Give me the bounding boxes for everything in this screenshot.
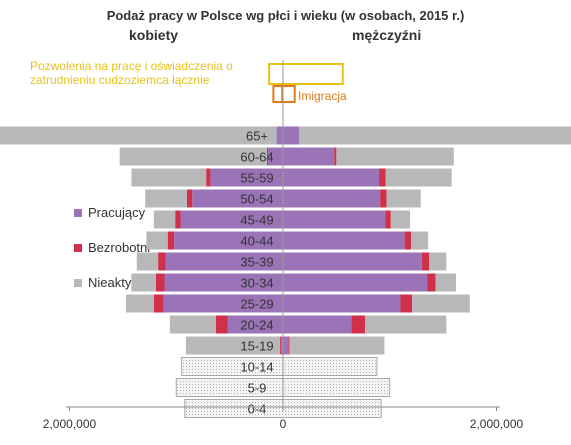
legend-label-unemployed: Bezrobotni [88, 240, 151, 255]
bar-male-employed-60-64 [283, 147, 335, 166]
bar-male-unemployed-45-49 [385, 210, 391, 229]
bar-male-unemployed-60-64 [334, 147, 337, 166]
bar-male-inactive-55-59 [385, 168, 452, 187]
bar-female-employed-50-54 [192, 189, 283, 208]
category-label-65-: 65+ [246, 129, 268, 144]
legend-item-employed: Pracujący [74, 205, 145, 220]
bar-male-employed-65- [283, 126, 300, 145]
bar-female-unemployed-15-19 [279, 336, 281, 355]
bar-female-unemployed-60-64 [266, 147, 269, 166]
bar-female-inactive-50-54 [145, 189, 187, 208]
male-side-label: mężczyźni [352, 27, 422, 43]
bar-male-unemployed-50-54 [380, 189, 387, 208]
bar-male-unemployed-25-29 [400, 294, 413, 313]
bar-male-unemployed-30-34 [427, 273, 436, 292]
category-label-50-54: 50-54 [240, 192, 273, 207]
category-label-20-24: 20-24 [240, 318, 273, 333]
x-tick-label-2: 0 [280, 417, 287, 431]
bar-male-employed-40-44 [283, 231, 405, 250]
x-tick-label-3: 2,000,000 [470, 417, 524, 431]
bar-male-inactive-30-34 [435, 273, 456, 292]
bar-male-unemployed-20-24 [351, 315, 366, 334]
category-label-5-9: 5-9 [248, 381, 267, 396]
bar-male-employed-50-54 [283, 189, 381, 208]
x-tick-label-1: 2,000,000 [43, 417, 97, 431]
bar-female-employed-65- [276, 126, 283, 145]
bar-male-employed-55-59 [283, 168, 380, 187]
bar-male-employed-20-24 [283, 315, 352, 334]
bar-female-employed-15-19 [280, 336, 283, 355]
bar-female-inactive-25-29 [126, 294, 154, 313]
bar-male-employed-30-34 [283, 273, 428, 292]
bar-male-employed-35-39 [283, 252, 422, 271]
bar-male-unemployed-15-19 [288, 336, 290, 355]
bar-male-unemployed-35-39 [421, 252, 430, 271]
bar-female-inactive-55-59 [131, 168, 207, 187]
bar-male-inactive-20-24 [365, 315, 447, 334]
bar-male-inactive-35-39 [429, 252, 447, 271]
bar-male-unemployed-40-44 [404, 231, 412, 250]
bar-male-inactive-15-19 [289, 336, 385, 355]
bar-female-unemployed-35-39 [158, 252, 166, 271]
bar-female-unemployed-55-59 [206, 168, 211, 187]
bar-female-unemployed-30-34 [155, 273, 165, 292]
category-label-35-39: 35-39 [240, 255, 273, 270]
permits-annotation-label: Pozwolenia na pracę i oświadczenia o zat… [30, 59, 233, 87]
bar-female-inactive-40-44 [146, 231, 168, 250]
bar-male-inactive-60-64 [336, 147, 454, 166]
bar-female-inactive-45-49 [153, 210, 176, 229]
bar-male-employed-15-19 [283, 336, 289, 355]
category-label-15-19: 15-19 [240, 339, 273, 354]
bar-female-employed-55-59 [210, 168, 283, 187]
category-label-60-64: 60-64 [240, 150, 273, 165]
bar-female-unemployed-20-24 [215, 315, 228, 334]
bar-children-10-14 [181, 357, 378, 376]
bar-male-inactive-50-54 [386, 189, 421, 208]
bar-female-inactive-35-39 [136, 252, 159, 271]
legend-swatch-unemployed [74, 243, 82, 252]
category-label-30-34: 30-34 [240, 276, 273, 291]
bar-female-inactive-60-64 [119, 147, 267, 166]
bar-female-unemployed-45-49 [175, 210, 181, 229]
bar-female-inactive-20-24 [169, 315, 216, 334]
bar-female-employed-35-39 [165, 252, 283, 271]
category-label-0-4: 0-4 [248, 402, 267, 417]
bar-male-inactive-45-49 [390, 210, 411, 229]
bar-female-inactive-30-34 [131, 273, 156, 292]
immigration-annotation-box [272, 85, 296, 103]
immigration-annotation-label: Imigracja [298, 89, 347, 103]
category-label-55-59: 55-59 [240, 171, 273, 186]
bar-male-inactive-25-29 [412, 294, 470, 313]
female-side-label: kobiety [129, 27, 179, 43]
category-label-10-14: 10-14 [240, 360, 273, 375]
bar-male-employed-25-29 [283, 294, 401, 313]
bar-female-employed-40-44 [174, 231, 283, 250]
bar-female-unemployed-25-29 [153, 294, 164, 313]
bar-male-inactive-40-44 [411, 231, 429, 250]
legend-item-unemployed: Bezrobotni [74, 240, 150, 255]
bar-female-employed-25-29 [163, 294, 283, 313]
category-label-25-29: 25-29 [240, 297, 273, 312]
bar-male-employed-45-49 [283, 210, 386, 229]
bar-female-employed-20-24 [227, 315, 283, 334]
bar-female-inactive-65- [0, 126, 277, 145]
bar-male-inactive-65- [299, 126, 571, 145]
bar-male-unemployed-55-59 [379, 168, 386, 187]
bar-female-inactive-15-19 [185, 336, 280, 355]
bar-female-employed-60-64 [268, 147, 283, 166]
chart-title: Podaż pracy w Polsce wg płci i wieku (w … [106, 8, 465, 23]
legend-swatch-employed [74, 208, 82, 217]
bar-female-unemployed-40-44 [167, 231, 175, 250]
bar-female-employed-30-34 [164, 273, 283, 292]
bar-female-unemployed-50-54 [186, 189, 193, 208]
legend-label-employed: Pracujący [88, 205, 146, 220]
category-label-40-44: 40-44 [240, 234, 273, 249]
bar-female-employed-45-49 [180, 210, 283, 229]
category-label-45-49: 45-49 [240, 213, 273, 228]
legend-swatch-inactive [74, 278, 82, 287]
permits-annotation-box [268, 63, 344, 85]
